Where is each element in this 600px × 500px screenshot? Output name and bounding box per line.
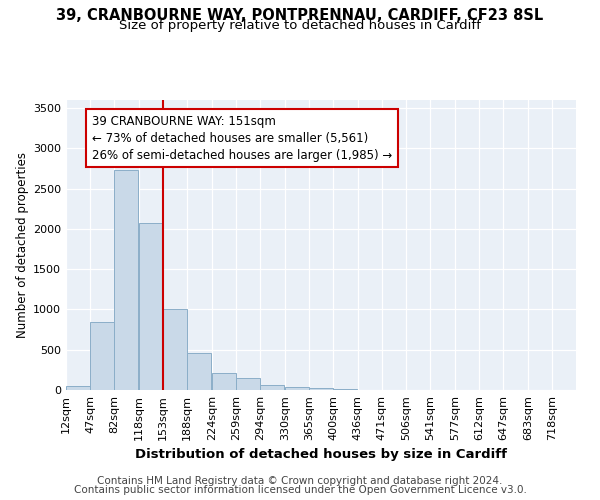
Bar xyxy=(139,223,163,390)
X-axis label: Distribution of detached houses by size in Cardiff: Distribution of detached houses by size … xyxy=(135,448,507,462)
Text: Size of property relative to detached houses in Cardiff: Size of property relative to detached ho… xyxy=(119,19,481,32)
Bar xyxy=(260,385,284,390)
Bar xyxy=(66,386,90,390)
Bar xyxy=(333,389,357,390)
Bar xyxy=(212,372,236,390)
Text: 39 CRANBOURNE WAY: 151sqm
← 73% of detached houses are smaller (5,561)
26% of se: 39 CRANBOURNE WAY: 151sqm ← 73% of detac… xyxy=(92,114,392,162)
Bar xyxy=(236,378,260,390)
Text: Contains public sector information licensed under the Open Government Licence v3: Contains public sector information licen… xyxy=(74,485,526,495)
Text: 39, CRANBOURNE WAY, PONTPRENNAU, CARDIFF, CF23 8SL: 39, CRANBOURNE WAY, PONTPRENNAU, CARDIFF… xyxy=(56,8,544,22)
Text: Contains HM Land Registry data © Crown copyright and database right 2024.: Contains HM Land Registry data © Crown c… xyxy=(97,476,503,486)
Bar xyxy=(309,388,333,390)
Bar xyxy=(187,354,211,390)
Bar xyxy=(90,322,114,390)
Y-axis label: Number of detached properties: Number of detached properties xyxy=(16,152,29,338)
Bar xyxy=(114,170,138,390)
Bar xyxy=(285,387,309,390)
Bar xyxy=(163,310,187,390)
